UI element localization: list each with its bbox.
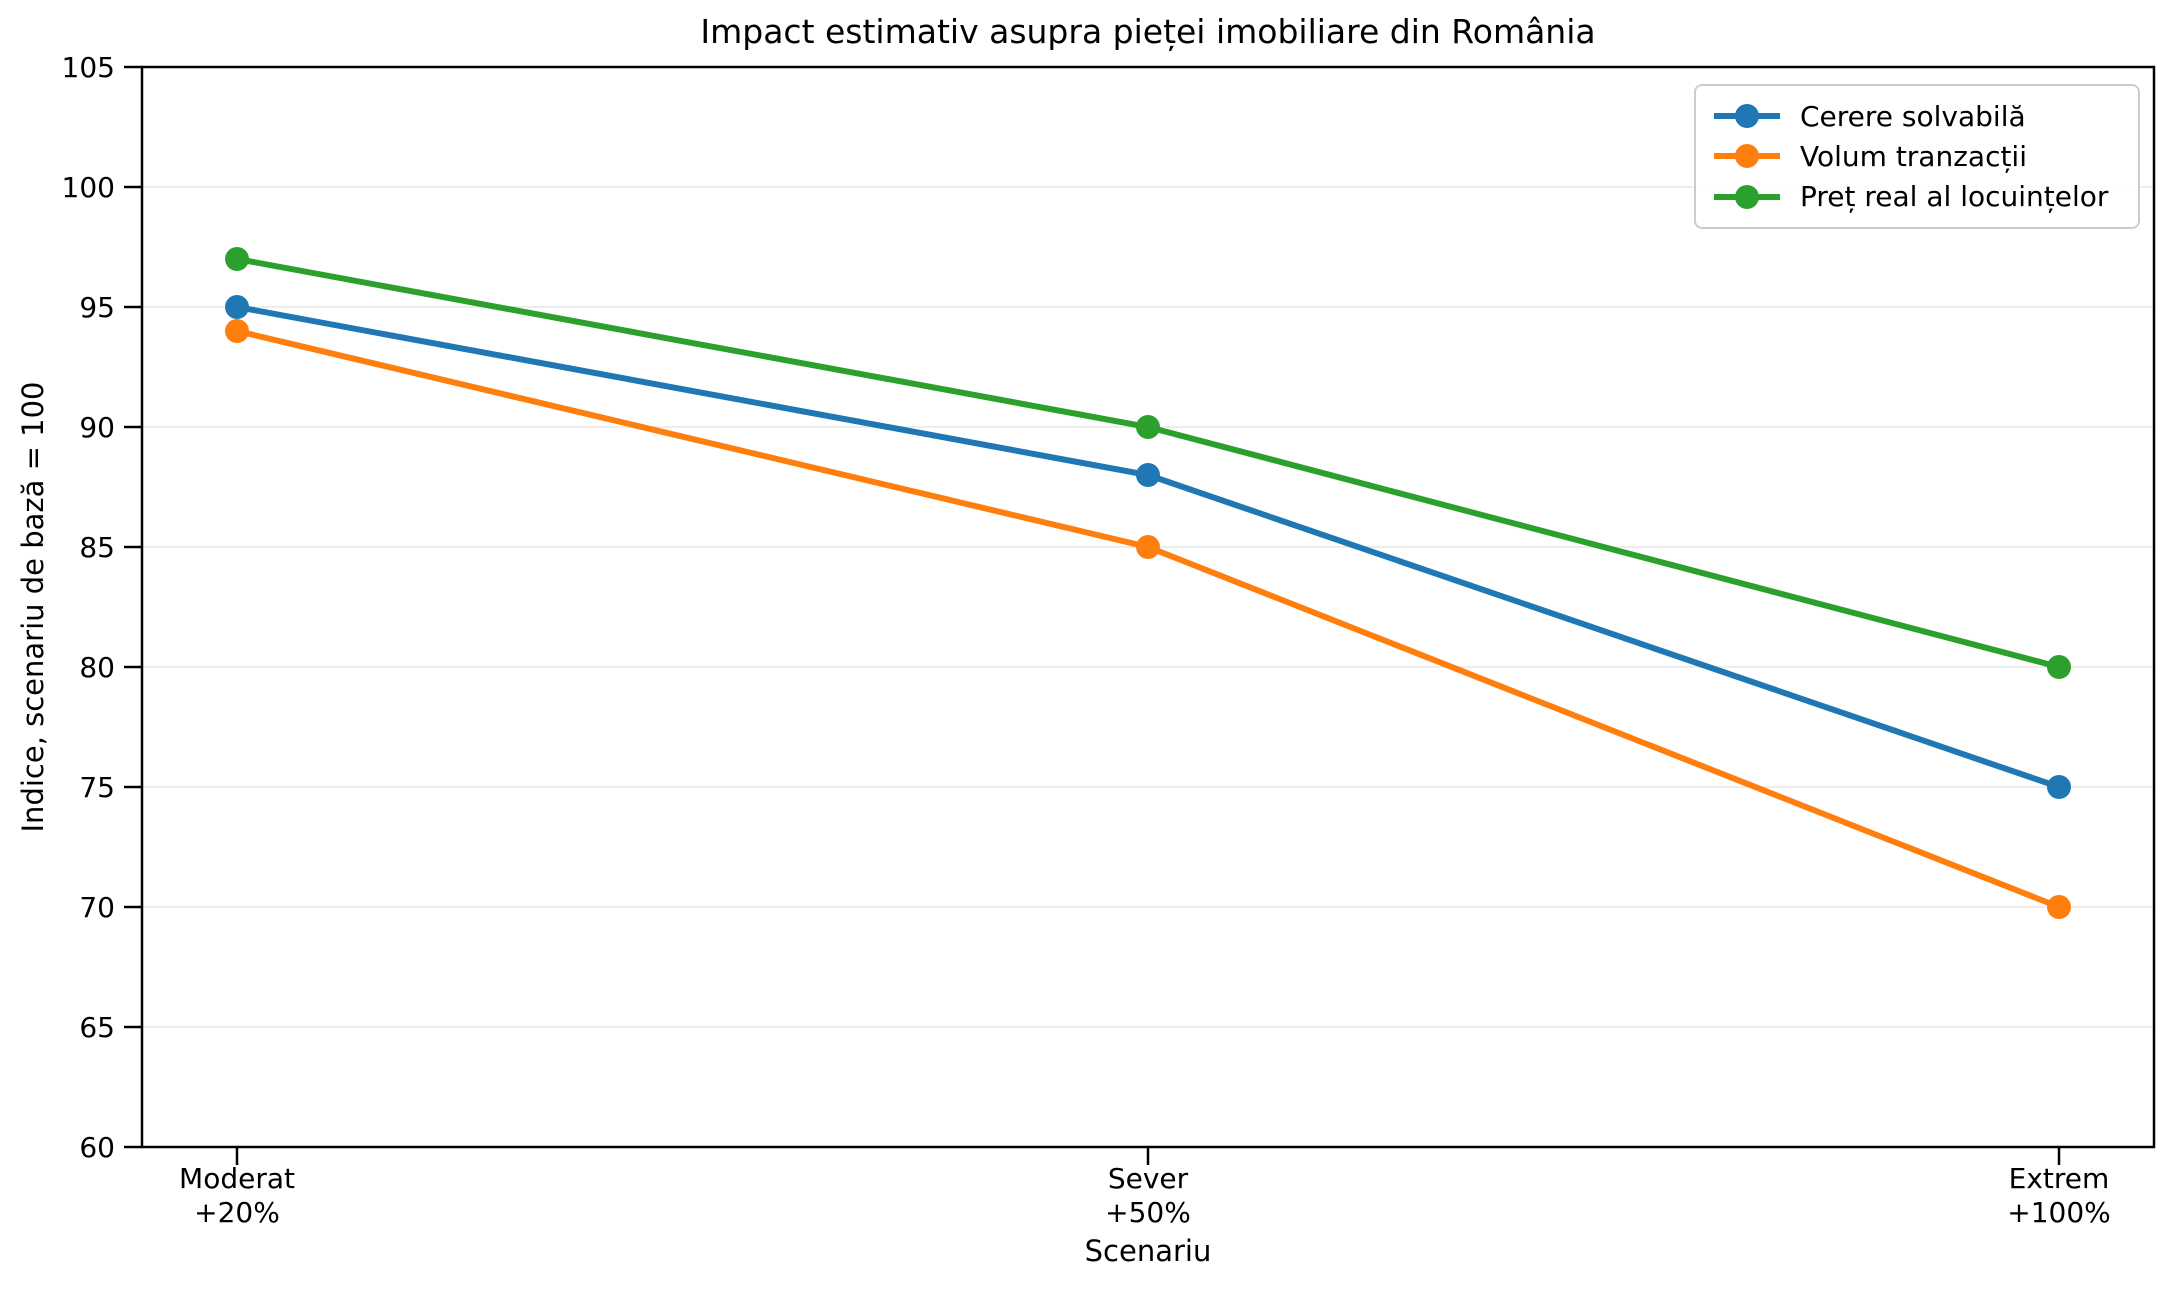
y-tick-label: 75 bbox=[79, 771, 115, 804]
y-tick-label: 85 bbox=[79, 531, 115, 564]
y-tick-label: 95 bbox=[79, 291, 115, 324]
legend-item-1: Volum tranzacții bbox=[1712, 140, 2122, 173]
x-tick-label: Sever +50% bbox=[1105, 1162, 1191, 1229]
axes-spines bbox=[140, 65, 2156, 1149]
series-marker-2 bbox=[225, 247, 249, 271]
legend-label: Cerere solvabilă bbox=[1800, 99, 2026, 133]
legend-label: Volum tranzacții bbox=[1800, 139, 2027, 173]
y-tick-label: 60 bbox=[79, 1131, 115, 1164]
series-marker-0 bbox=[1136, 463, 1160, 487]
y-tick-label: 90 bbox=[79, 411, 115, 444]
y-tick-label: 65 bbox=[79, 1011, 115, 1044]
legend-item-0: Cerere solvabilă bbox=[1712, 100, 2122, 133]
series-marker-1 bbox=[1136, 535, 1160, 559]
legend-line-marker-icon bbox=[1714, 144, 1780, 169]
legend-label: Preț real al locuințelor bbox=[1800, 180, 2109, 214]
series-marker-1 bbox=[2047, 895, 2071, 919]
series-marker-1 bbox=[225, 319, 249, 343]
series-marker-2 bbox=[1136, 415, 1160, 439]
x-axis-label: Scenariu bbox=[1084, 1234, 1212, 1268]
legend-line-marker-icon bbox=[1714, 104, 1780, 129]
series-marker-0 bbox=[225, 295, 249, 319]
chart-title: Impact estimativ asupra pieței imobiliar… bbox=[700, 12, 1596, 51]
legend-item-2: Preț real al locuințelor bbox=[1712, 180, 2122, 213]
y-axis-label: Indice, scenariu de bază = 100 bbox=[16, 381, 50, 833]
series-marker-0 bbox=[2047, 775, 2071, 799]
legend-line-marker-icon bbox=[1714, 184, 1780, 209]
y-tick-label: 70 bbox=[79, 891, 115, 924]
y-tick-label: 100 bbox=[62, 171, 115, 204]
x-tick-label: Extrem +100% bbox=[2007, 1162, 2111, 1229]
y-tick-label: 105 bbox=[62, 51, 115, 84]
series-marker-2 bbox=[2047, 655, 2071, 679]
y-tick-label: 80 bbox=[79, 651, 115, 684]
legend: Cerere solvabilă Volum tranzacții Preț rea… bbox=[1694, 84, 2140, 229]
x-tick-label: Moderat +20% bbox=[179, 1162, 295, 1229]
